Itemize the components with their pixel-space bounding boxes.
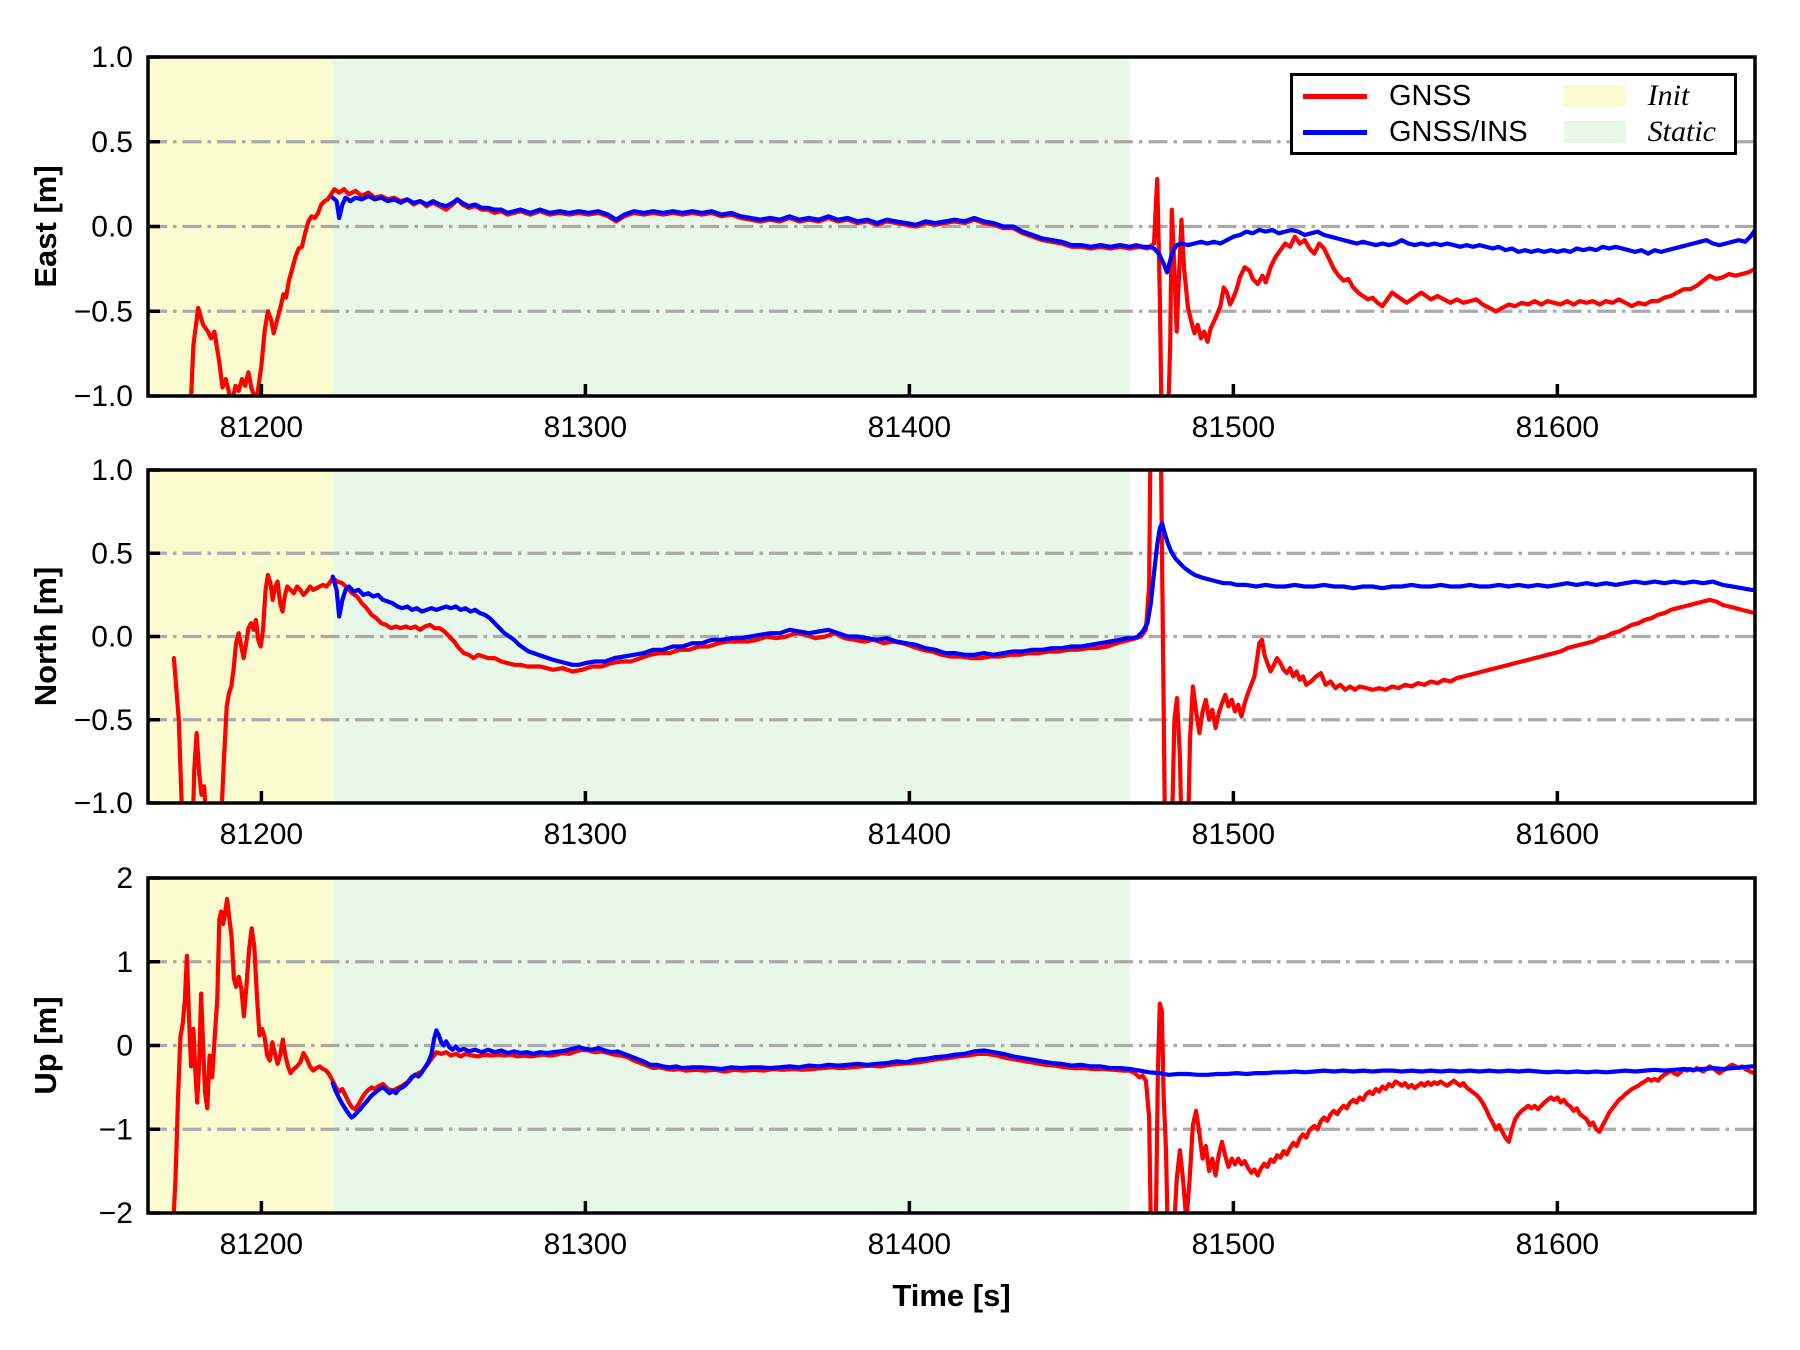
legend-item-gnss-ins: GNSS/INS (1303, 116, 1528, 149)
y-tick-label: −0.5 (74, 295, 133, 328)
panel-up: 2 1 0 −1 −2 81200 81300 81400 81500 81600 Up [m] (28, 862, 1757, 1261)
x-tick-label: 81200 (220, 411, 303, 444)
series-gnss-north (171, 470, 1755, 803)
series-gnss-ins-north (330, 521, 1755, 667)
x-axis-label: Time [s] (892, 1278, 1010, 1313)
x-tick-label: 81200 (220, 818, 303, 851)
axes-frame (146, 876, 1757, 1215)
static-label: Static (1647, 115, 1716, 148)
legend-item-static: Static (1563, 115, 1716, 149)
legend-series-column: GNSS GNSS/INS (1303, 78, 1528, 150)
series-gnss-ins-east (330, 193, 1755, 275)
y-tick-label: 0.5 (91, 126, 133, 159)
axes-frame (146, 468, 1757, 805)
y-axis-label-east: East [m] (28, 165, 63, 287)
x-tick-label: 81300 (544, 818, 627, 851)
x-tick-label: 81200 (220, 1228, 303, 1261)
y-tick-label: 2 (116, 862, 133, 895)
y-tick-label: −1.0 (74, 787, 133, 820)
y-tick-label: 0.0 (91, 621, 133, 654)
x-tick-label: 81400 (868, 411, 951, 444)
y-tick-label: 0.5 (91, 537, 133, 570)
legend-regions-column: Init Static (1563, 78, 1716, 150)
y-tick-label: −0.5 (74, 704, 133, 737)
gnss-ins-label: GNSS/INS (1389, 115, 1528, 148)
series-gnss-up (171, 896, 1755, 1213)
y-axis-label-north: North [m] (28, 567, 63, 706)
y-tick-label: 1 (116, 946, 133, 979)
x-tick-label: 81300 (544, 1228, 627, 1261)
panel-north: 1.0 0.5 0.0 −0.5 −1.0 81200 81300 81400 81500 816… (28, 454, 1757, 851)
y-axis-label-up: Up [m] (28, 996, 63, 1094)
y-tick-label: 1.0 (91, 454, 133, 487)
y-tick-label: 0.0 (91, 211, 133, 244)
gnss-ins-line-swatch (1303, 129, 1367, 135)
x-tick-label: 81600 (1516, 1228, 1599, 1261)
init-patch-swatch (1563, 85, 1626, 107)
x-tick-label: 81400 (868, 818, 951, 851)
y-tick-label: −1 (99, 1113, 133, 1146)
y-tick-label: 0 (116, 1030, 133, 1063)
gnss-label: GNSS (1389, 79, 1472, 112)
panel-east: 1.0 0.5 0.0 −0.5 −1.0 81200 81300 81400 81500 816… (28, 41, 1757, 444)
y-tick-label: −1.0 (74, 380, 133, 413)
x-tick-label: 81400 (868, 1228, 951, 1261)
x-tick-label: 81500 (1192, 411, 1275, 444)
x-tick-label: 81300 (544, 411, 627, 444)
static-patch-swatch (1563, 121, 1626, 143)
y-tick-label: 1.0 (91, 41, 133, 74)
legend-item-init: Init (1563, 79, 1716, 113)
legend-item-gnss: GNSS (1303, 80, 1528, 113)
init-label: Init (1647, 79, 1690, 112)
axes-frame (146, 55, 1757, 398)
x-tick-label: 81500 (1192, 818, 1275, 851)
x-tick-label: 81600 (1516, 818, 1599, 851)
y-tick-label: −2 (99, 1197, 133, 1230)
legend: GNSS GNSS/INS Init Static (1290, 73, 1737, 155)
x-tick-label: 81500 (1192, 1228, 1275, 1261)
gnss-line-swatch (1303, 93, 1367, 99)
x-tick-label: 81600 (1516, 411, 1599, 444)
series-gnss-ins-up (330, 1028, 1755, 1120)
